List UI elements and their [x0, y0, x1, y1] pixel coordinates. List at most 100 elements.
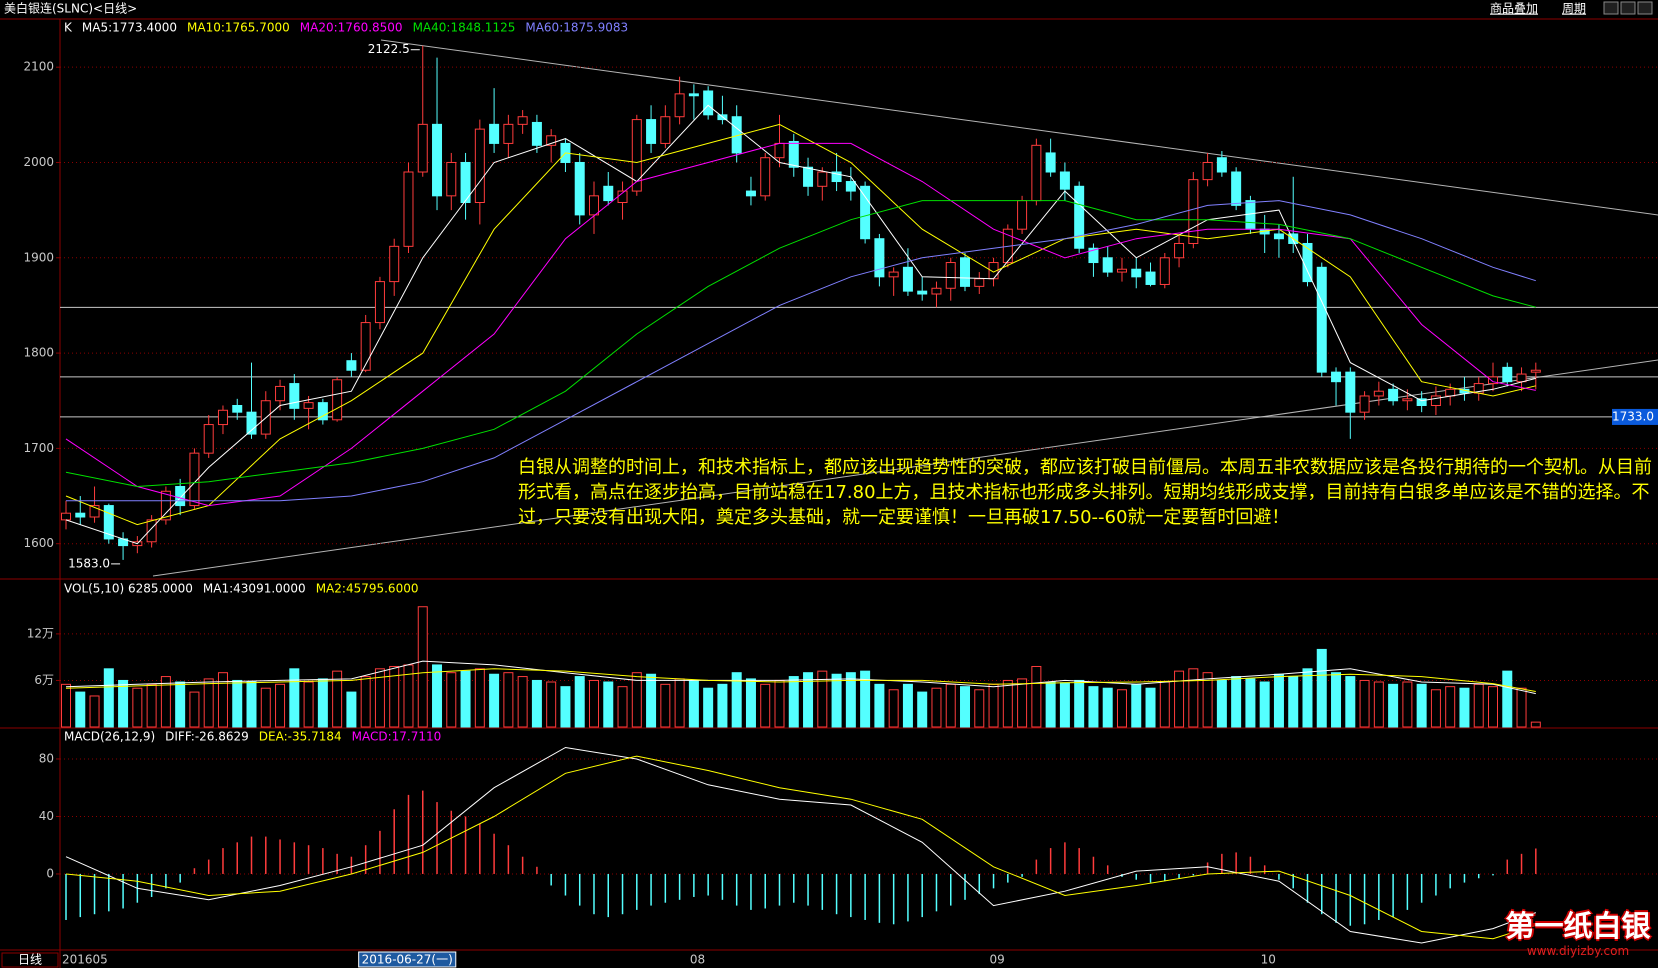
candle-body	[888, 271, 899, 278]
window-button[interactable]	[1603, 1, 1619, 15]
ma-line	[65, 200, 1536, 488]
price-tag	[1612, 408, 1658, 425]
volume-bar	[817, 670, 828, 728]
candle-body	[275, 385, 286, 402]
candle-body	[1416, 398, 1427, 406]
legend-item: MA40:1848.1125	[413, 21, 516, 35]
x-tick-label: 10	[1261, 953, 1276, 967]
candle-body	[1145, 271, 1156, 285]
volume-bar	[1516, 687, 1527, 728]
volume-bar	[217, 672, 228, 728]
volume-bar	[189, 691, 200, 728]
candle-body	[860, 185, 871, 240]
candle-body	[703, 90, 714, 116]
volume-bar	[432, 664, 443, 728]
volume-bar	[660, 683, 671, 728]
candle-body	[246, 411, 257, 435]
volume-bar	[489, 673, 500, 728]
volume-bar	[389, 665, 400, 728]
candle-body	[945, 262, 956, 289]
volume-bar	[1473, 683, 1484, 728]
candle-body	[89, 505, 100, 518]
candle-body	[646, 119, 657, 144]
candle-body	[1116, 268, 1127, 273]
window-button[interactable]	[1637, 1, 1653, 15]
volume-bar	[1288, 676, 1299, 728]
ma-line	[65, 746, 1536, 944]
candle-body	[474, 128, 485, 204]
volume-bar	[1116, 689, 1127, 728]
window-button[interactable]	[1620, 1, 1636, 15]
toolbar-button[interactable]: 商品叠加	[1490, 1, 1538, 16]
candle-body	[831, 171, 842, 183]
legend-item: MACD:17.7110	[352, 730, 442, 744]
candle-body	[1131, 268, 1142, 278]
y-tick-label: 1600	[23, 536, 54, 550]
candle-body	[1059, 171, 1070, 190]
candle-body	[432, 123, 443, 197]
candle-body	[1231, 171, 1242, 206]
volume-bar	[1059, 682, 1070, 728]
volume-bar	[1530, 721, 1541, 728]
y-tick-label: 1700	[23, 441, 54, 455]
candle-body	[1388, 388, 1399, 402]
candle-body	[1159, 257, 1170, 285]
volume-bar	[346, 691, 357, 728]
volume-bar	[646, 673, 657, 728]
candle-body	[317, 402, 328, 421]
candle-body	[346, 360, 357, 371]
legend-item: MA2:45795.6000	[316, 582, 419, 596]
volume-bar	[289, 668, 300, 728]
commentary: 白银从调整的时间上，和技术指标上，都应该出现趋势性的突破，都应该打破目前僵局。本…	[518, 457, 1652, 528]
candle-body	[489, 123, 500, 144]
volume-bar	[1459, 687, 1470, 728]
candle-body	[760, 157, 771, 197]
volume-bar	[1159, 681, 1170, 728]
candle-body	[1530, 369, 1541, 373]
volume-bar	[232, 679, 243, 728]
candle-body	[688, 93, 699, 97]
candle-body	[1445, 388, 1456, 397]
candle-body	[1402, 398, 1413, 402]
volume-bar	[831, 673, 842, 728]
toolbar-button[interactable]: 周期	[1562, 2, 1586, 16]
volume-bar	[103, 668, 114, 728]
annotation: 1583.0	[68, 556, 110, 570]
candle-body	[1359, 395, 1370, 413]
candle-body	[917, 290, 928, 295]
volume-bar	[703, 687, 714, 728]
candle-body	[175, 486, 186, 507]
volume-bar	[332, 670, 343, 728]
ma-line	[65, 104, 1536, 545]
candle-body	[1088, 247, 1099, 264]
legend-item: MA10:1765.7000	[187, 21, 290, 35]
legend-item: K	[64, 21, 73, 35]
candle-body	[1188, 179, 1199, 244]
candle-body	[1045, 152, 1056, 173]
volume-bar	[203, 678, 214, 728]
volume-bar	[1074, 679, 1085, 728]
candle-body	[774, 142, 785, 159]
candle-body	[1202, 161, 1213, 181]
candle-body	[303, 402, 314, 409]
legend-item: MA60:1875.9083	[525, 21, 628, 35]
volume-bar	[1402, 681, 1413, 728]
volume-bar	[75, 691, 86, 728]
candle-body	[75, 512, 86, 518]
volume-bar	[1430, 689, 1441, 728]
candle-body	[1273, 233, 1284, 240]
volume-bar	[674, 678, 685, 728]
volume-bar	[260, 687, 271, 728]
annotation: 2122.5	[368, 42, 410, 56]
candle-body	[1502, 366, 1513, 383]
volume-bar	[1488, 686, 1498, 728]
candle-body	[1488, 376, 1498, 385]
volume-bar	[760, 683, 771, 728]
candle-body	[103, 505, 114, 540]
volume-bar	[960, 686, 971, 728]
volume-bar	[731, 672, 742, 728]
candle-body	[745, 190, 756, 197]
x-tick-label: 201605	[62, 953, 108, 967]
volume-bar	[474, 668, 485, 728]
candle-body	[503, 123, 514, 144]
